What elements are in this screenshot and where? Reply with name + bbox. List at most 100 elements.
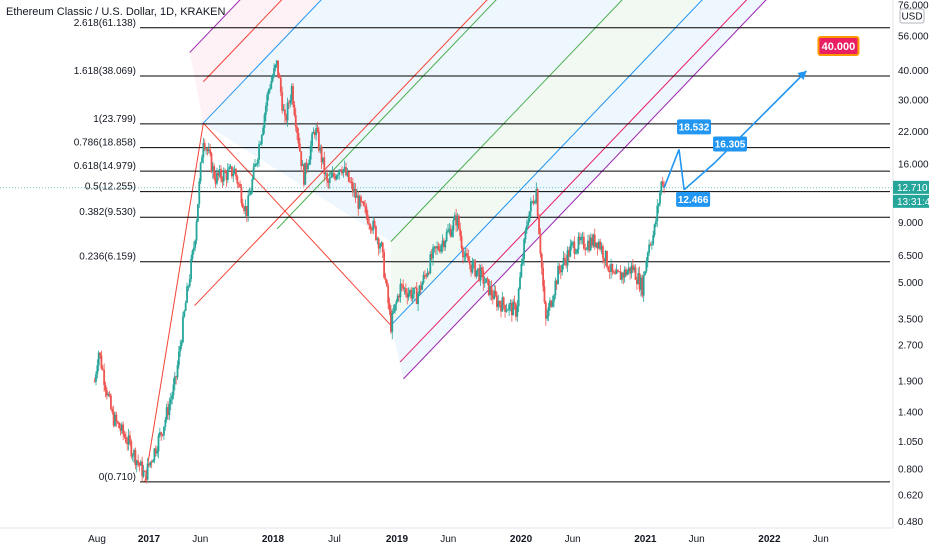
- candle: [187, 284, 190, 292]
- candle: [574, 248, 577, 255]
- candle: [444, 239, 447, 251]
- candle: [457, 214, 460, 231]
- candle: [635, 276, 638, 290]
- candle: [656, 198, 659, 227]
- candle: [317, 126, 320, 153]
- candle: [180, 339, 183, 350]
- candle: [490, 280, 493, 301]
- candle: [509, 299, 512, 312]
- candle: [619, 265, 622, 280]
- candle: [648, 239, 651, 256]
- candle: [138, 462, 141, 472]
- target-callout[interactable]: 40.000: [817, 36, 860, 56]
- candle: [168, 397, 171, 421]
- pitchfork-line-lower-outer: [403, 0, 767, 380]
- candle: [466, 247, 468, 259]
- candle: [565, 254, 568, 269]
- projection-callout[interactable]: 16.305: [713, 136, 748, 152]
- candle: [489, 281, 492, 301]
- candle: [315, 124, 318, 141]
- candle: [582, 232, 585, 251]
- candle: [152, 459, 154, 463]
- candle: [217, 171, 220, 181]
- candle: [421, 280, 424, 291]
- y-tick-label: 30.000: [898, 95, 929, 106]
- candle: [600, 242, 603, 255]
- candle: [396, 293, 399, 303]
- candle: [301, 159, 304, 167]
- candle: [478, 263, 481, 283]
- candle: [262, 125, 265, 136]
- candle: [642, 271, 645, 303]
- candle: [292, 82, 294, 108]
- candle: [112, 405, 115, 428]
- candle: [285, 113, 288, 124]
- candle: [228, 164, 231, 170]
- candle: [145, 470, 148, 484]
- candle: [501, 291, 504, 312]
- candle: [534, 199, 536, 205]
- candle: [588, 234, 591, 253]
- candle: [591, 233, 593, 248]
- candle: [418, 285, 421, 297]
- candle: [599, 238, 602, 252]
- candle: [659, 189, 661, 207]
- candle: [596, 242, 599, 256]
- candle: [644, 270, 646, 276]
- candle: [640, 274, 642, 297]
- candle: [615, 264, 618, 275]
- candle: [538, 213, 540, 235]
- candle: [341, 166, 343, 176]
- candle: [377, 236, 380, 256]
- projection-callout[interactable]: 18.532: [677, 119, 712, 135]
- candle: [282, 104, 285, 112]
- candle: [471, 257, 474, 274]
- candle: [346, 168, 349, 178]
- candle: [328, 172, 331, 189]
- projection-callout[interactable]: 12.466: [676, 191, 711, 207]
- candle: [311, 131, 313, 153]
- candle: [474, 258, 477, 278]
- candle: [213, 163, 216, 181]
- candle: [653, 223, 656, 238]
- candle: [148, 463, 150, 468]
- countdown-tag: 13:31:46: [893, 194, 932, 208]
- candle: [460, 230, 463, 251]
- candle: [497, 294, 500, 311]
- candle: [149, 461, 152, 468]
- candle: [342, 168, 345, 178]
- candle: [585, 247, 588, 251]
- candle: [391, 308, 394, 340]
- candle: [206, 147, 209, 156]
- candle: [604, 249, 607, 267]
- candle: [201, 154, 203, 163]
- candle: [438, 243, 441, 254]
- candle: [259, 141, 262, 145]
- candle: [192, 241, 195, 255]
- candle: [293, 101, 296, 117]
- x-tick-label: 2022: [758, 534, 781, 545]
- candle: [384, 273, 387, 284]
- candle: [158, 427, 161, 438]
- candle: [207, 142, 210, 154]
- candle: [434, 246, 437, 255]
- currency-button[interactable]: USD: [899, 8, 925, 24]
- candle: [273, 63, 275, 79]
- candle: [414, 286, 417, 289]
- candle: [634, 264, 637, 280]
- candle: [494, 285, 497, 298]
- candle: [385, 278, 388, 288]
- pitchfork-line-upper-inner: [202, 0, 322, 124]
- candle: [633, 264, 636, 273]
- candle: [462, 246, 464, 264]
- candle: [448, 222, 451, 235]
- candle: [233, 165, 236, 175]
- candle: [358, 194, 361, 210]
- candle: [356, 188, 358, 198]
- last-price-label: 12.710: [897, 183, 928, 194]
- candle: [543, 279, 546, 305]
- pitchfork-line-green: [276, 0, 497, 230]
- candle: [652, 230, 655, 246]
- candle: [120, 422, 123, 435]
